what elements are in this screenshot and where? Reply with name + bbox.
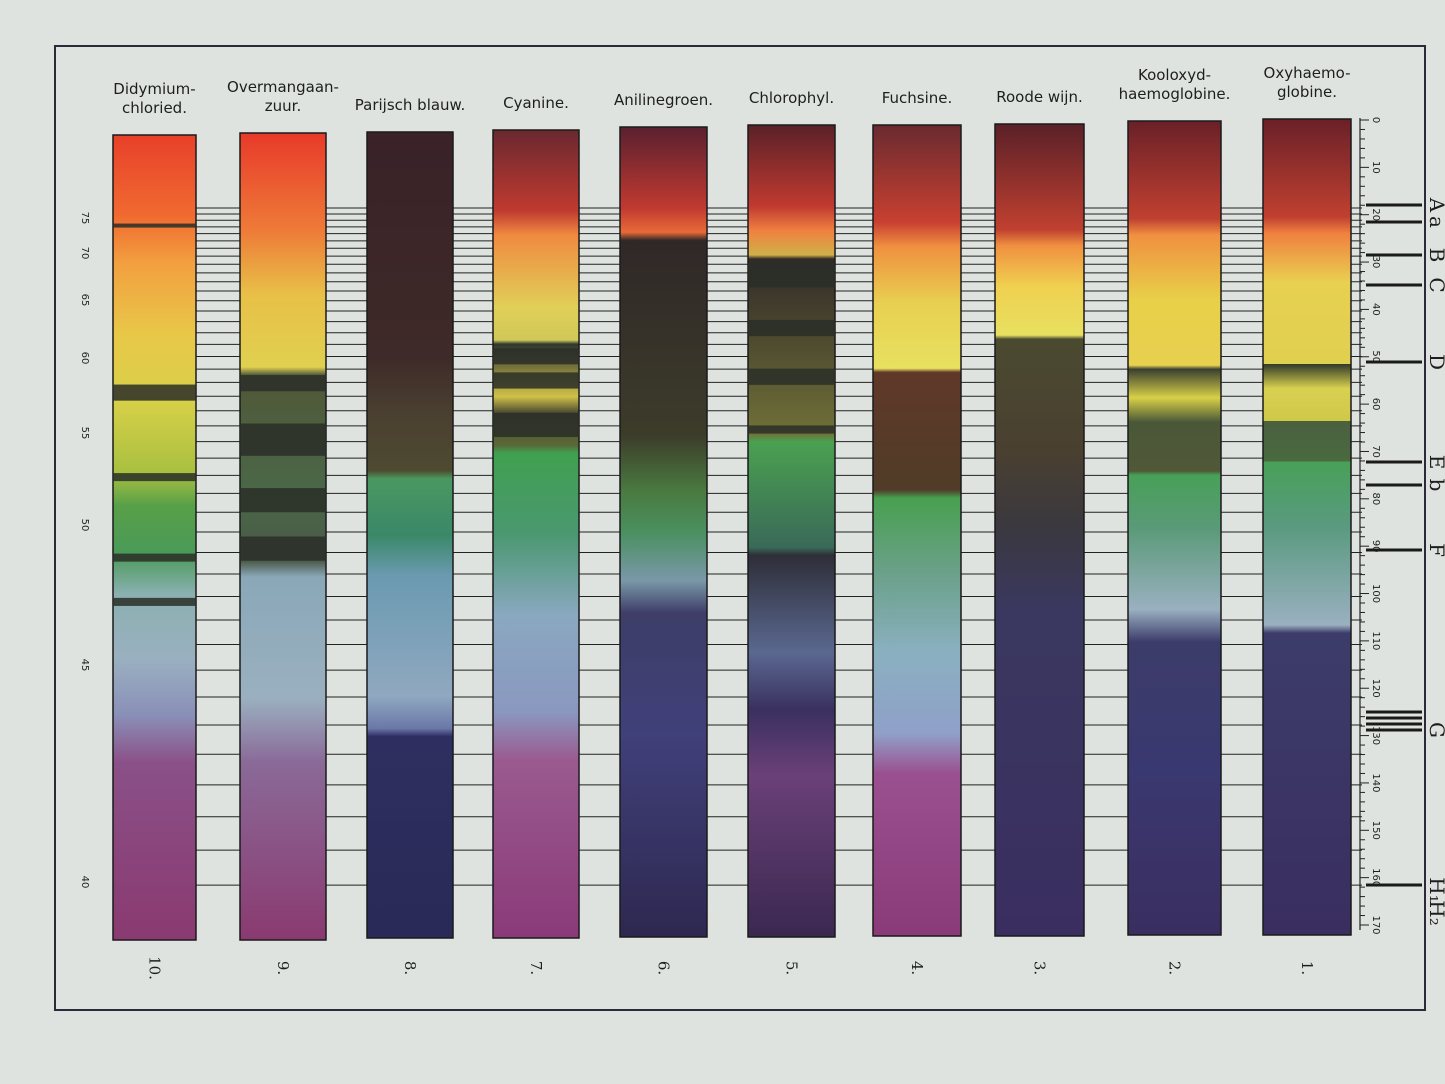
absorption-band	[748, 319, 835, 337]
spectrum-strip	[994, 123, 1085, 937]
fraunhofer-letter: D	[1425, 354, 1445, 370]
right-scale-label: 50	[1370, 350, 1381, 363]
fraunhofer-letter: b	[1425, 479, 1445, 492]
absorption-band	[240, 488, 326, 513]
spectrum-strip	[872, 124, 962, 937]
spectrum-label: chloried.	[122, 99, 187, 117]
left-scale-label: 50	[79, 519, 90, 532]
spectrum-label: Overmangaan-	[227, 78, 339, 96]
absorption-band	[240, 423, 326, 456]
spectrum-label: Didymium-	[113, 80, 195, 98]
left-scale-label: 45	[79, 659, 90, 672]
fraunhofer-letter: H₁	[1425, 877, 1445, 902]
spectrum-number: 6.	[655, 961, 673, 975]
spectrum-label: Anilinegroen.	[614, 91, 713, 109]
left-scale-label: 70	[79, 247, 90, 260]
absorption-band	[748, 263, 835, 288]
spectrum-strip	[366, 131, 454, 939]
spectrum-number: 8.	[401, 961, 419, 975]
fraunhofer-letter: A	[1425, 197, 1445, 213]
absorption-band	[113, 473, 196, 482]
spectrum-label: Cyanine.	[503, 94, 569, 112]
absorption-band	[113, 553, 196, 562]
right-scale-label: 120	[1370, 679, 1381, 698]
fraunhofer-letter: H₂	[1425, 900, 1445, 925]
frame	[54, 45, 1426, 1011]
spectrum-label: Fuchsine.	[882, 89, 953, 107]
absorption-band	[748, 425, 835, 434]
absorption-band	[493, 412, 579, 438]
absorption-band	[748, 368, 835, 385]
right-scale-label: 110	[1370, 631, 1381, 650]
right-scale-label: 20	[1370, 208, 1381, 221]
spectrum-number: 7.	[527, 961, 545, 975]
spectrum-label: zuur.	[265, 97, 301, 115]
right-scale-label: 100	[1370, 584, 1381, 603]
spectrum-label: Parijsch blauw.	[355, 96, 465, 114]
absorption-band	[113, 384, 196, 401]
spectrum-strip	[747, 124, 836, 938]
absorption-band	[240, 375, 326, 392]
left-scale-label: 60	[79, 352, 90, 365]
spectrum-label: Roode wijn.	[996, 88, 1083, 106]
right-scale-label: 40	[1370, 303, 1381, 316]
spectrum-strip	[1262, 118, 1352, 936]
spectrum-number: 10.	[146, 956, 164, 980]
absorption-band	[113, 597, 196, 606]
spectrum-label: Chlorophyl.	[749, 89, 834, 107]
spectrum-label: Oxyhaemo-	[1264, 64, 1351, 82]
spectrum-strip	[492, 129, 580, 939]
spectrum-label: globine.	[1277, 83, 1337, 101]
spectrum-number: 3.	[1031, 961, 1049, 975]
fraunhofer-letter: E	[1425, 455, 1445, 470]
right-scale-label: 90	[1370, 540, 1381, 553]
right-scale-label: 80	[1370, 492, 1381, 505]
fraunhofer-letter: a	[1425, 216, 1445, 228]
fraunhofer-letter: F	[1425, 543, 1445, 557]
right-scale-label: 70	[1370, 445, 1381, 458]
spectrum-label: haemoglobine.	[1119, 85, 1231, 103]
left-scale-label: 40	[79, 876, 90, 889]
right-scale-label: 170	[1370, 915, 1381, 934]
spectrum-label: Kooloxyd-	[1138, 66, 1211, 84]
spectrum-number: 5.	[783, 961, 801, 975]
absorption-band	[240, 536, 326, 561]
spectrum-number: 4.	[908, 961, 926, 975]
spectrum-number: 2.	[1166, 961, 1184, 975]
left-scale-label: 55	[79, 427, 90, 440]
spectrum-number: 9.	[274, 961, 292, 975]
fraunhofer-letter: G	[1425, 722, 1445, 738]
right-scale-label: 10	[1370, 161, 1381, 174]
left-scale-label: 65	[79, 294, 90, 307]
right-scale-label: 0	[1370, 117, 1381, 123]
absorption-band	[493, 348, 579, 365]
fraunhofer-letter: B	[1425, 248, 1445, 263]
right-scale-label: 150	[1370, 821, 1381, 840]
spectrum-number: 1.	[1298, 961, 1316, 975]
left-scale-label: 75	[79, 212, 90, 225]
fraunhofer-letter: C	[1425, 277, 1445, 292]
absorption-band	[113, 223, 196, 228]
right-scale-label: 60	[1370, 398, 1381, 411]
right-scale-label: 140	[1370, 773, 1381, 792]
right-scale-label: 130	[1370, 726, 1381, 745]
spectrum-strip	[1127, 120, 1222, 936]
right-scale-label: 30	[1370, 256, 1381, 269]
absorption-band	[493, 372, 579, 389]
spectrum-strip	[112, 134, 197, 941]
right-scale-label: 160	[1370, 868, 1381, 887]
spectrum-strip	[619, 126, 708, 938]
